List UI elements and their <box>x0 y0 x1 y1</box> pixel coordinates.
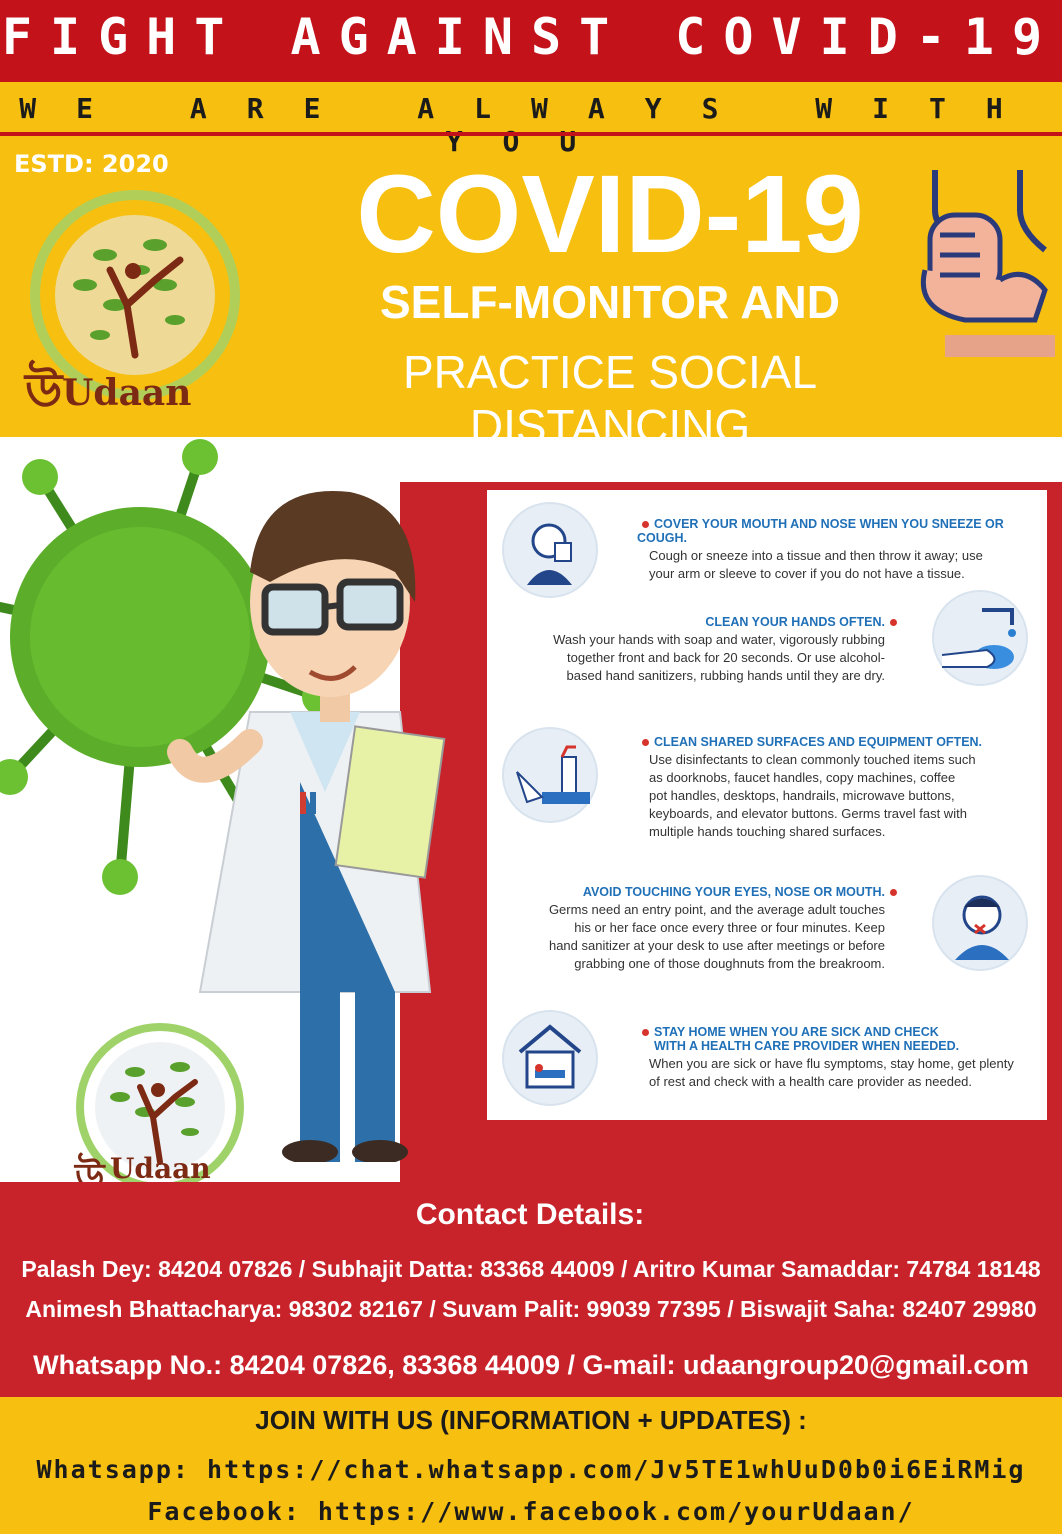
handwash-figure-icon <box>942 608 1016 669</box>
tip-4-heading: AVOID TOUCHING YOUR EYES, NOSE OR MOUTH. <box>582 885 885 899</box>
tip-2: CLEAN YOUR HANDS OFTEN. Wash your hands … <box>502 615 902 685</box>
join-title: JOIN WITH US (INFORMATION + UPDATES) : <box>255 1405 807 1435</box>
tip-3-line: multiple hands touching shared surfaces. <box>649 824 886 839</box>
contact-band <box>0 1182 1062 1397</box>
hero-subtitle-2: PRACTICE SOCIAL DISTANCING <box>402 346 818 452</box>
svg-text:উ: উ <box>73 1152 106 1182</box>
facebook-link[interactable]: Facebook: https://www.facebook.com/yourU… <box>147 1497 915 1526</box>
tip-1: COVER YOUR MOUTH AND NOSE WHEN YOU SNEEZ… <box>637 517 1037 583</box>
estd-label: ESTD: 2020 <box>14 150 169 178</box>
handwash-icon <box>932 590 1028 686</box>
tip-4-line: his or her face once every three or four… <box>574 920 885 935</box>
contact-line-2: Animesh Bhattacharya: 98302 82167 / Suva… <box>25 1296 1037 1322</box>
header-title: FIGHT AGAINST COVID-19 <box>1 8 1061 66</box>
logo-wordmark-top: Udaan <box>62 372 192 414</box>
contact-line-3: Whatsapp No.: 84204 07826, 83368 44009 /… <box>33 1350 1029 1380</box>
hero-subtitle-1: SELF-MONITOR AND <box>380 276 840 328</box>
contact-line-1: Palash Dey: 84204 07826 / Subhajit Datta… <box>21 1256 1041 1282</box>
tip-3-line: pot handles, desktops, handrails, microw… <box>649 788 955 803</box>
tip-1-line: your arm or sleeve to cover if you do no… <box>649 566 965 581</box>
tip-4-line: Germs need an entry point, and the avera… <box>548 902 885 917</box>
tip-3: CLEAN SHARED SURFACES AND EQUIPMENT OFTE… <box>637 735 1037 841</box>
tip-3-line: as doorknobs, faucet handles, copy machi… <box>649 770 956 785</box>
tip-5-heading: STAY HOME WHEN YOU ARE SICK AND CHECK <box>654 1025 939 1039</box>
tip-2-heading: CLEAN YOUR HANDS OFTEN. <box>705 615 885 629</box>
tip-2-line: together front and back for 20 seconds. … <box>567 650 885 665</box>
tip-1-heading: COVER YOUR MOUTH AND NOSE WHEN YOU SNEEZ… <box>637 517 1004 545</box>
tips-card: COVER YOUR MOUTH AND NOSE WHEN YOU SNEEZ… <box>487 490 1047 1120</box>
doctor-illustration <box>167 491 446 1162</box>
tip-5-line: of rest and check with a health care pro… <box>649 1074 973 1089</box>
house-figure-icon <box>518 1024 582 1089</box>
tip-3-line: keyboards, and elevator buttons. Germs t… <box>649 806 967 821</box>
spray-figure-icon <box>516 745 590 804</box>
sneeze-figure-icon <box>527 523 572 585</box>
tip-4: AVOID TOUCHING YOUR EYES, NOSE OR MOUTH.… <box>487 885 902 973</box>
tip-4-line: grabbing one of those doughnuts from the… <box>574 956 885 971</box>
hero-title: COVID-19 <box>356 153 864 276</box>
whatsapp-link[interactable]: Whatsapp: https://chat.whatsapp.com/Jv5T… <box>36 1455 1026 1484</box>
udaan-logo-bottom: উ <box>72 1019 248 1182</box>
tip-3-line: Use disinfectants to clean commonly touc… <box>649 752 976 767</box>
tip-3-heading: CLEAN SHARED SURFACES AND EQUIPMENT OFTE… <box>654 735 983 749</box>
hands-icon <box>920 170 1055 357</box>
udaan-logo-top: উ <box>23 190 240 419</box>
tip-5-heading: WITH A HEALTH CARE PROVIDER WHEN NEEDED. <box>654 1039 960 1053</box>
virus-illustration <box>0 439 338 895</box>
tagline: WE ARE ALWAYS WITH YOU <box>19 92 1043 158</box>
join-band <box>0 1397 1062 1534</box>
tip-2-line: Wash your hands with soap and water, vig… <box>553 632 885 647</box>
tip-5-line: When you are sick or have flu symptoms, … <box>649 1056 1014 1071</box>
tip-2-line: based hand sanitizers, rubbing hands unt… <box>566 668 885 683</box>
header-band: FIGHT AGAINST COVID-19 <box>0 0 1062 82</box>
tip-4-line: hand sanitizer at your desk to use after… <box>548 938 885 953</box>
svg-text:উ: উ <box>23 359 64 419</box>
tip-1-line: Cough or sneeze into a tissue and then t… <box>649 548 983 563</box>
contact-title: Contact Details: <box>415 1198 645 1231</box>
divider <box>0 132 1062 136</box>
tip-5: STAY HOME WHEN YOU ARE SICK AND CHECK WI… <box>637 1025 1047 1091</box>
face-touch-figure-icon <box>955 895 1009 960</box>
logo-wordmark-bottom: Udaan <box>110 1152 211 1182</box>
